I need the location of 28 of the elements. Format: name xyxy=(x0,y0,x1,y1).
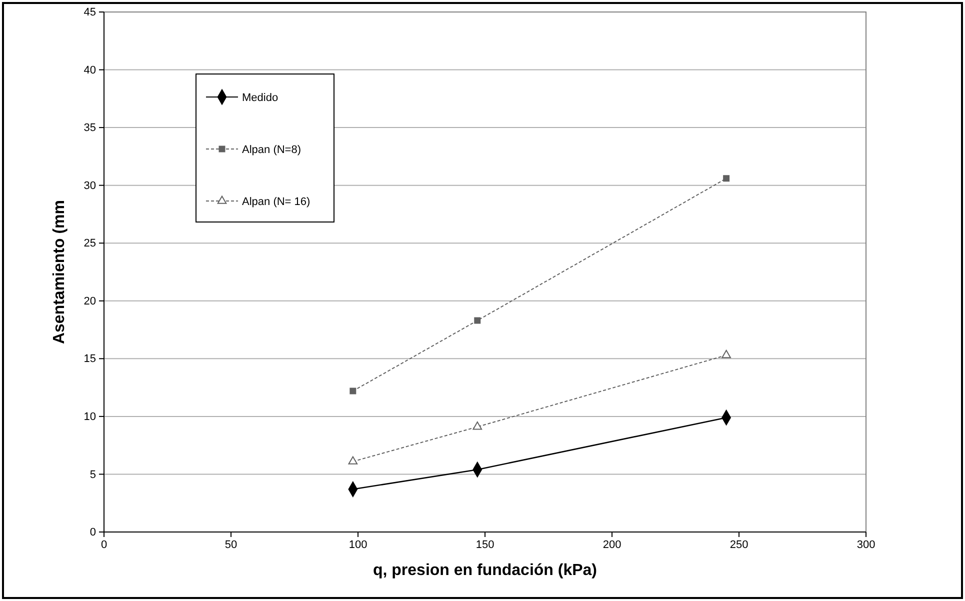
x-tick-label: 200 xyxy=(602,538,622,551)
y-tick-label: 45 xyxy=(84,6,96,19)
point xyxy=(348,456,358,464)
y-tick-label: 35 xyxy=(84,122,96,134)
y-tick-label: 40 xyxy=(84,64,96,76)
x-axis-title: q, presion en fundación (kPa) xyxy=(372,562,598,579)
y-tick-label: 5 xyxy=(90,468,96,481)
legend-label: Alpan (N= 16) xyxy=(242,196,310,208)
point xyxy=(350,388,356,394)
y-axis-title: Asentamiento (mm xyxy=(51,200,68,344)
x-tick-label: 50 xyxy=(224,538,238,551)
y-tick-label: 25 xyxy=(84,238,96,250)
y-tick-label: 10 xyxy=(84,410,96,423)
legend-label: Medido xyxy=(242,92,278,104)
y-tick-label: 15 xyxy=(84,353,96,366)
point xyxy=(472,422,482,430)
x-tick-label: 300 xyxy=(856,538,876,551)
legend-label: Alpan (N=8) xyxy=(242,144,302,156)
point xyxy=(722,350,731,358)
point xyxy=(723,175,730,182)
point xyxy=(474,317,481,324)
x-tick-label: 250 xyxy=(730,538,748,551)
y-tick-label: 0 xyxy=(90,526,96,539)
x-tick-label: 100 xyxy=(348,538,368,551)
y-tick-label: 20 xyxy=(84,295,96,308)
y-tick-label: 30 xyxy=(84,180,96,192)
x-tick-label: 0 xyxy=(100,538,108,551)
x-tick-label: 150 xyxy=(476,538,494,551)
